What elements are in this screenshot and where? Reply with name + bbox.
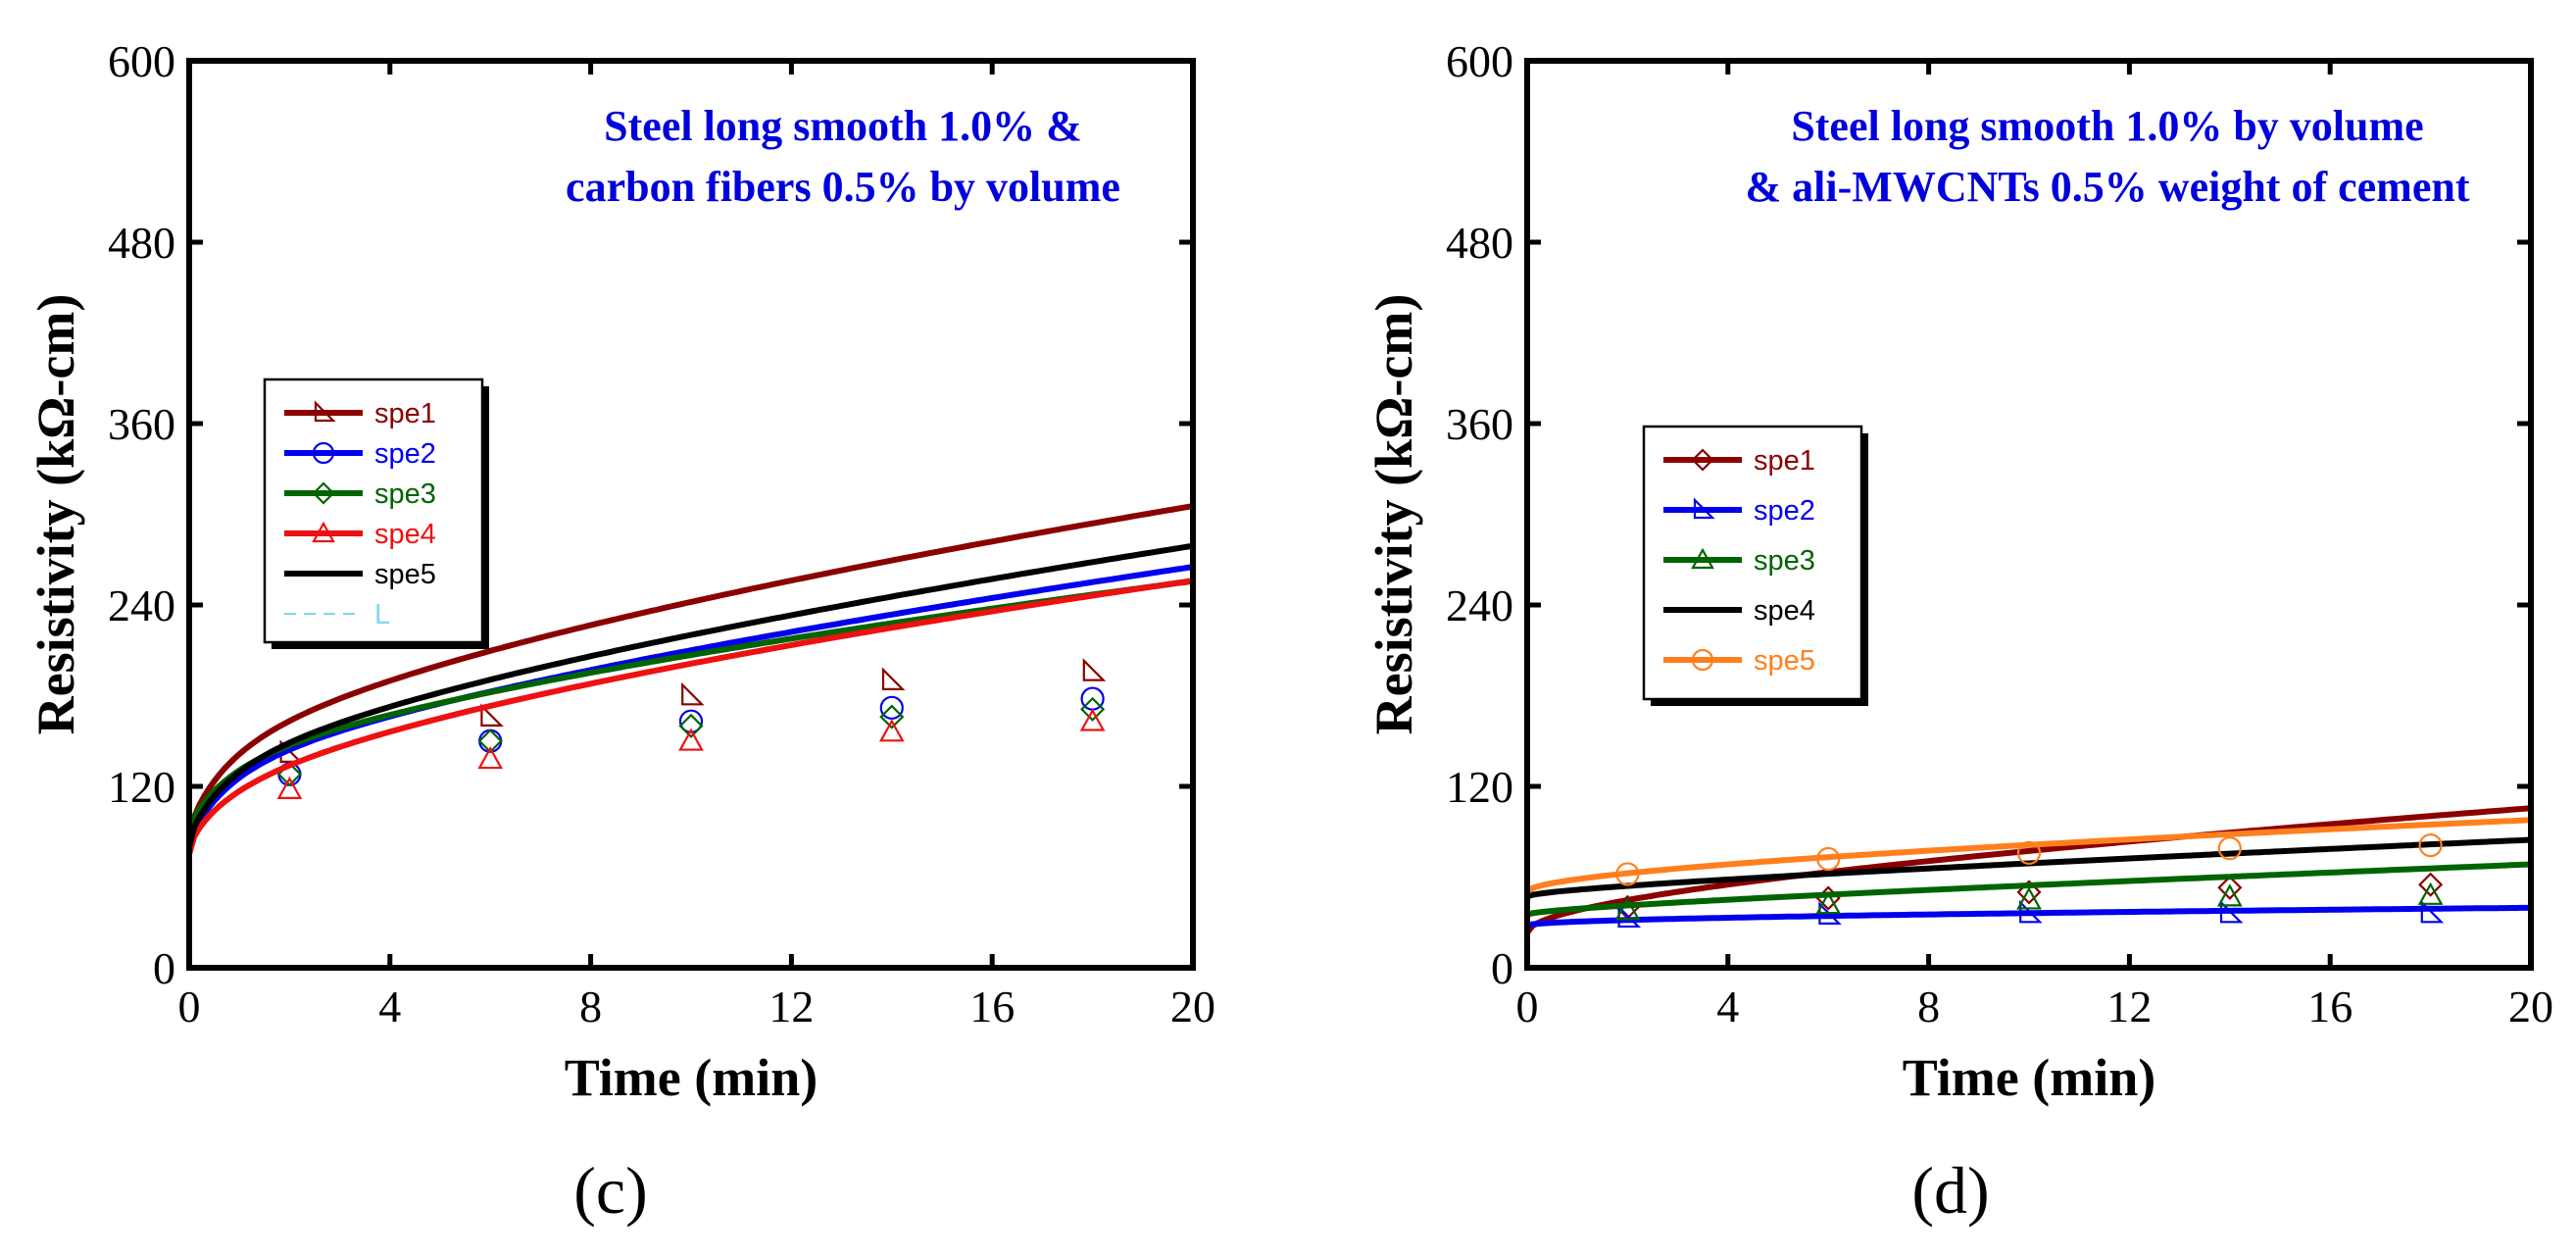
data-point-spe2 [2019, 899, 2043, 924]
data-point-spe3 [2417, 881, 2444, 905]
data-point-spe2 [879, 695, 904, 720]
data-point-spe3 [879, 704, 905, 730]
x-tick-label: 16 [2307, 981, 2353, 1032]
data-point-spe3 [2216, 883, 2243, 907]
chart-title-line: Steel long smooth 1.0% by volume [1791, 102, 2423, 150]
legend-marker-spe1 [1691, 448, 1714, 472]
x-tick-label: 16 [969, 981, 1015, 1032]
legend: spe1 spe2 spe3 spe4 spe5 L [263, 377, 489, 649]
legend-marker-spe3 [312, 481, 335, 505]
chart-title-line: carbon fibers 0.5% by volume [566, 163, 1120, 211]
x-tick-label: 8 [579, 981, 602, 1032]
legend-label-spe3: spe3 [1754, 545, 1815, 577]
panel-caption: (c) [573, 1153, 647, 1228]
data-point-spe5 [2418, 833, 2443, 858]
legend-marker-spe2 [312, 441, 335, 465]
legend-label-extra: L [374, 599, 390, 630]
series-line-spe1 [189, 503, 1193, 840]
series-line-spe1 [1527, 805, 2531, 935]
data-point-spe4 [1079, 708, 1106, 731]
y-axis-title: Resistivity (kΩ-cm) [26, 294, 85, 735]
x-tick-label: 12 [768, 981, 814, 1032]
data-point-spe5 [1615, 862, 1640, 886]
legend-marker-spe5 [1691, 648, 1714, 672]
legend-marker-spe3 [1691, 547, 1714, 570]
panel-caption: (d) [1911, 1153, 1989, 1228]
x-tick-label: 20 [1170, 981, 1215, 1032]
data-point-spe2 [2219, 899, 2244, 924]
series-line-spe4 [189, 578, 1193, 856]
data-point-spe3 [477, 729, 503, 754]
legend-marker-spe4 [312, 521, 335, 543]
data-point-spe4 [678, 728, 704, 751]
data-point-spe4 [477, 745, 504, 770]
y-tick-label: 600 [1446, 36, 1513, 86]
legend-marker-spe1 [314, 400, 336, 423]
legend-label-spe1: spe1 [374, 398, 436, 429]
y-tick-label: 360 [1446, 399, 1513, 449]
data-point-spe3 [1815, 890, 1842, 915]
data-point-spe5 [2016, 840, 2042, 865]
legend: spe1 spe2 spe3 spe4 spe5 [1642, 425, 1868, 706]
x-tick-label: 20 [2508, 981, 2553, 1032]
legend-label-spe4: spe4 [374, 519, 436, 550]
x-tick-label: 0 [1516, 981, 1539, 1032]
data-point-spe4 [878, 719, 905, 742]
plot-frame [1524, 58, 2534, 971]
data-point-spe3 [1080, 696, 1106, 722]
y-tick-label: 120 [1446, 762, 1513, 812]
plot-area [189, 503, 1193, 856]
y-tick-label: 240 [1446, 580, 1513, 630]
series-line-spe5 [189, 542, 1193, 848]
data-point-spe1 [1082, 658, 1107, 681]
legend-label-spe1: spe1 [1754, 445, 1815, 477]
data-point-spe1 [881, 667, 906, 690]
data-point-spe3 [1614, 897, 1641, 921]
x-tick-label: 0 [178, 981, 201, 1032]
y-axis-title: Resistivity (kΩ-cm) [1364, 294, 1423, 735]
data-point-spe1 [681, 681, 705, 706]
legend-label-spe5: spe5 [374, 559, 436, 590]
data-point-spe5 [1816, 846, 1841, 872]
data-point-spe1 [2418, 872, 2444, 897]
x-tick-label: 12 [2106, 981, 2152, 1032]
data-point-spe3 [678, 713, 704, 738]
data-point-spe5 [2217, 836, 2242, 861]
chart-panel-c: 0 4 8 12 16 20 0 120 240 360 480 600 Time (min) Resis… [26, 36, 1215, 1228]
plot-area [1527, 805, 2531, 935]
legend-label-spe5: spe5 [1754, 645, 1815, 677]
x-axis-title: Time (min) [565, 1048, 817, 1107]
series-line-spe2 [1527, 904, 2531, 929]
y-tick-label: 0 [1491, 943, 1513, 993]
y-tick-label: 480 [1446, 218, 1513, 268]
data-point-spe4 [276, 776, 303, 799]
legend-box [263, 377, 484, 644]
data-point-spe1 [2217, 875, 2243, 900]
data-point-spe2 [2420, 899, 2445, 924]
chart-title-line: & ali-MWCNTs 0.5% weight of cement [1746, 163, 2470, 211]
y-tick-label: 600 [108, 36, 175, 86]
y-tick-label: 480 [108, 218, 175, 268]
y-tick-label: 240 [108, 580, 175, 630]
legend-marker-spe2 [1693, 497, 1715, 520]
legend-label-spe2: spe2 [1754, 495, 1815, 527]
data-point-spe3 [2016, 886, 2042, 910]
legend-label-spe3: spe3 [374, 478, 436, 510]
series-line-spe3 [1527, 861, 2531, 918]
y-tick-label: 120 [108, 762, 175, 812]
chart-title-line: Steel long smooth 1.0% & [604, 102, 1082, 150]
x-tick-label: 8 [1917, 981, 1940, 1032]
plot-frame [186, 58, 1196, 971]
data-point-spe1 [480, 703, 504, 727]
legend-label-spe4: spe4 [1754, 595, 1815, 627]
legend-label-spe2: spe2 [374, 438, 436, 470]
x-tick-label: 4 [1716, 981, 1739, 1032]
chart-panel-d: 0 4 8 12 16 20 0 120 240 360 480 600 Time (min) Resis… [1364, 36, 2553, 1228]
x-axis-title: Time (min) [1903, 1048, 2155, 1107]
x-tick-label: 4 [378, 981, 401, 1032]
y-tick-label: 360 [108, 399, 175, 449]
y-tick-label: 0 [153, 943, 175, 993]
series-line-spe5 [1527, 817, 2531, 895]
